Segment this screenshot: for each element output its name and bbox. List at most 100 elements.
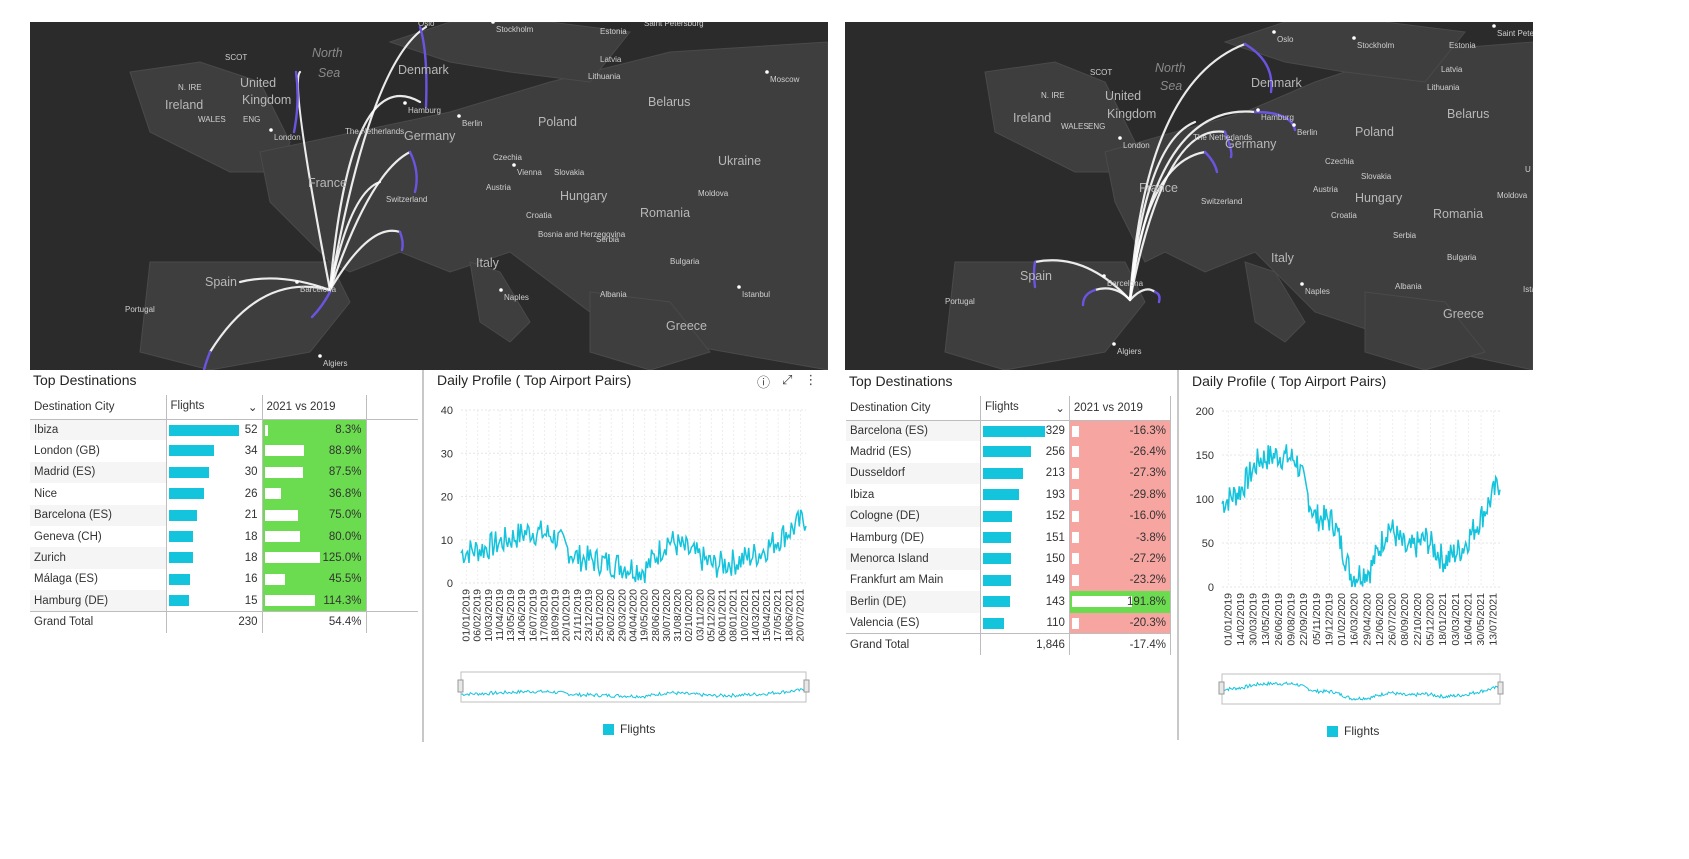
map-place-label: Czechia <box>493 153 522 162</box>
table-row[interactable]: Menorca Island 150 -27.2% <box>846 548 1172 570</box>
table-row[interactable]: Ibiza 52 8.3% <box>30 419 418 441</box>
x-tick-label: 16/03/2020 <box>1349 593 1361 646</box>
map-place-label: Slovakia <box>554 168 585 177</box>
comparison-bar <box>1071 510 1079 522</box>
column-header-comparison[interactable]: 2021 vs 2019 <box>261 395 367 420</box>
expand-icon[interactable]: ⤢ <box>782 372 793 387</box>
map-place-label: Oslo <box>418 22 435 28</box>
info-icon[interactable]: ⓘ <box>757 375 771 390</box>
city-dot <box>1352 36 1356 40</box>
x-tick-label: 29/03/2020 <box>616 589 628 642</box>
map-region-label: Belarus <box>648 95 690 109</box>
column-header-city[interactable]: Destination City <box>846 396 981 421</box>
comparison-cell: -27.2% <box>1068 548 1172 570</box>
navigator-line <box>1221 680 1501 701</box>
comparison-value: 80.0% <box>328 530 362 543</box>
map-place-label: London <box>274 133 301 142</box>
header-spacer <box>366 395 418 420</box>
column-header-flights[interactable]: Flights ⌄ <box>979 396 1070 421</box>
column-header-city[interactable]: Destination City <box>30 395 166 420</box>
flights-bar <box>982 489 1020 501</box>
flights-bar <box>168 573 191 585</box>
flights-value: 149 <box>1045 574 1065 587</box>
table-row[interactable]: Barcelona (ES) 329 -16.3% <box>846 420 1172 442</box>
x-tick-label: 09/08/2019 <box>1286 593 1298 646</box>
comparison-bar <box>264 530 300 542</box>
flights-value: 151 <box>1045 531 1065 544</box>
y-tick-label: 0 <box>447 578 453 590</box>
legend-swatch <box>1327 725 1338 737</box>
table-row[interactable]: Nice 26 36.8% <box>30 483 418 505</box>
map-region-label: Italy <box>1271 251 1295 265</box>
navigator-handle-right[interactable] <box>803 679 810 693</box>
table-row[interactable]: London (GB) 34 88.9% <box>30 440 418 462</box>
row-spacer <box>366 483 418 504</box>
flights-bar <box>982 446 1032 458</box>
map-place-label: Estonia <box>1449 41 1476 50</box>
range-navigator[interactable] <box>1221 673 1501 705</box>
table-row[interactable]: Barcelona (ES) 21 75.0% <box>30 504 418 526</box>
map-left-canvas: North Sea United Kingdom Ireland Denmark Germa… <box>125 22 828 370</box>
land-shape <box>469 261 531 343</box>
table-row[interactable]: Geneva (CH) 18 80.0% <box>30 525 418 548</box>
comparison-value: -26.4% <box>1129 446 1166 459</box>
city-dot <box>1102 274 1106 278</box>
column-header-flights[interactable]: Flights ⌄ <box>165 395 262 420</box>
map-region-label: Greece <box>1443 307 1484 321</box>
destination-city-cell: Menorca Island <box>846 548 981 570</box>
table-row[interactable]: Ibiza 193 -29.8% <box>846 484 1172 506</box>
x-tick-label: 11/04/2019 <box>494 589 506 641</box>
table-row[interactable]: Berlin (DE) 143 191.8% <box>846 591 1172 613</box>
table-row[interactable]: Cologne (DE) 152 -16.0% <box>846 505 1172 527</box>
table-row[interactable]: Frankfurt am Main 149 -23.2% <box>846 569 1172 592</box>
map-place-label: Croatia <box>1331 211 1357 220</box>
city-dot <box>1256 108 1260 112</box>
navigator-handle-right[interactable] <box>1497 681 1504 695</box>
city-dot <box>1272 30 1276 34</box>
land-shape <box>1244 261 1306 343</box>
grand-total-comparison: -17.4% <box>1068 633 1172 656</box>
x-tick-label: 30/07/2020 <box>661 589 673 642</box>
comparison-cell: 114.3% <box>261 590 367 612</box>
destination-city-cell: Ibiza <box>30 419 166 441</box>
map-region-label: Kingdom <box>242 93 291 107</box>
chevron-down-icon[interactable]: ⌄ <box>247 401 258 414</box>
map-left[interactable]: North Sea United Kingdom Ireland Denmark Germa… <box>30 22 828 370</box>
x-tick-label: 13/07/2021 <box>1488 593 1500 646</box>
navigator-handle-left[interactable] <box>1218 681 1225 695</box>
comparison-bar <box>1071 446 1079 458</box>
flights-cell: 256 <box>979 441 1070 463</box>
grand-total-flights: 230 <box>165 611 262 633</box>
right-daily-profile-chart[interactable]: 0 50 100 150 200 01/01/2019 14/02/2019 30/03/20… <box>1180 400 1520 740</box>
map-region-label: Germany <box>1225 137 1277 151</box>
flight-arc <box>328 229 402 292</box>
grand-total-label: Grand Total <box>30 611 166 633</box>
flights-cell: 30 <box>165 461 262 484</box>
right-chart-legend: Flights <box>1327 724 1379 738</box>
table-row[interactable]: Madrid (ES) 256 -26.4% <box>846 441 1172 463</box>
table-row[interactable]: Madrid (ES) 30 87.5% <box>30 461 418 484</box>
comparison-value: -3.8% <box>1135 531 1166 544</box>
comparison-cell: 45.5% <box>261 568 367 591</box>
table-row[interactable]: Hamburg (DE) 15 114.3% <box>30 590 418 612</box>
left-chart-title: Daily Profile ( Top Airport Pairs) <box>437 372 632 388</box>
map-right[interactable]: North Sea United Kingdom Ireland Denmark Germa… <box>845 22 1533 370</box>
table-row[interactable]: Hamburg (DE) 151 -3.8% <box>846 526 1172 549</box>
column-header-comparison[interactable]: 2021 vs 2019 <box>1068 396 1172 421</box>
more-options-icon[interactable]: ⋮ <box>804 372 818 387</box>
table-row[interactable]: Valencia (ES) 110 -20.3% <box>846 612 1172 634</box>
land-shape <box>139 261 351 370</box>
flight-arc <box>1093 287 1132 302</box>
chevron-down-icon[interactable]: ⌄ <box>1055 402 1065 415</box>
flights-bar <box>168 530 193 542</box>
flights-cell: 16 <box>165 568 262 591</box>
comparison-value: 114.3% <box>323 594 362 607</box>
flights-cell: 150 <box>979 548 1070 570</box>
table-row[interactable]: Dusseldorf 213 -27.3% <box>846 462 1172 485</box>
table-row[interactable]: Zurich 18 125.0% <box>30 547 418 569</box>
navigator-handle-left[interactable] <box>457 679 464 693</box>
left-divider <box>422 370 424 742</box>
table-row[interactable]: Málaga (ES) 16 45.5% <box>30 568 418 591</box>
y-tick-label: 10 <box>441 535 453 547</box>
